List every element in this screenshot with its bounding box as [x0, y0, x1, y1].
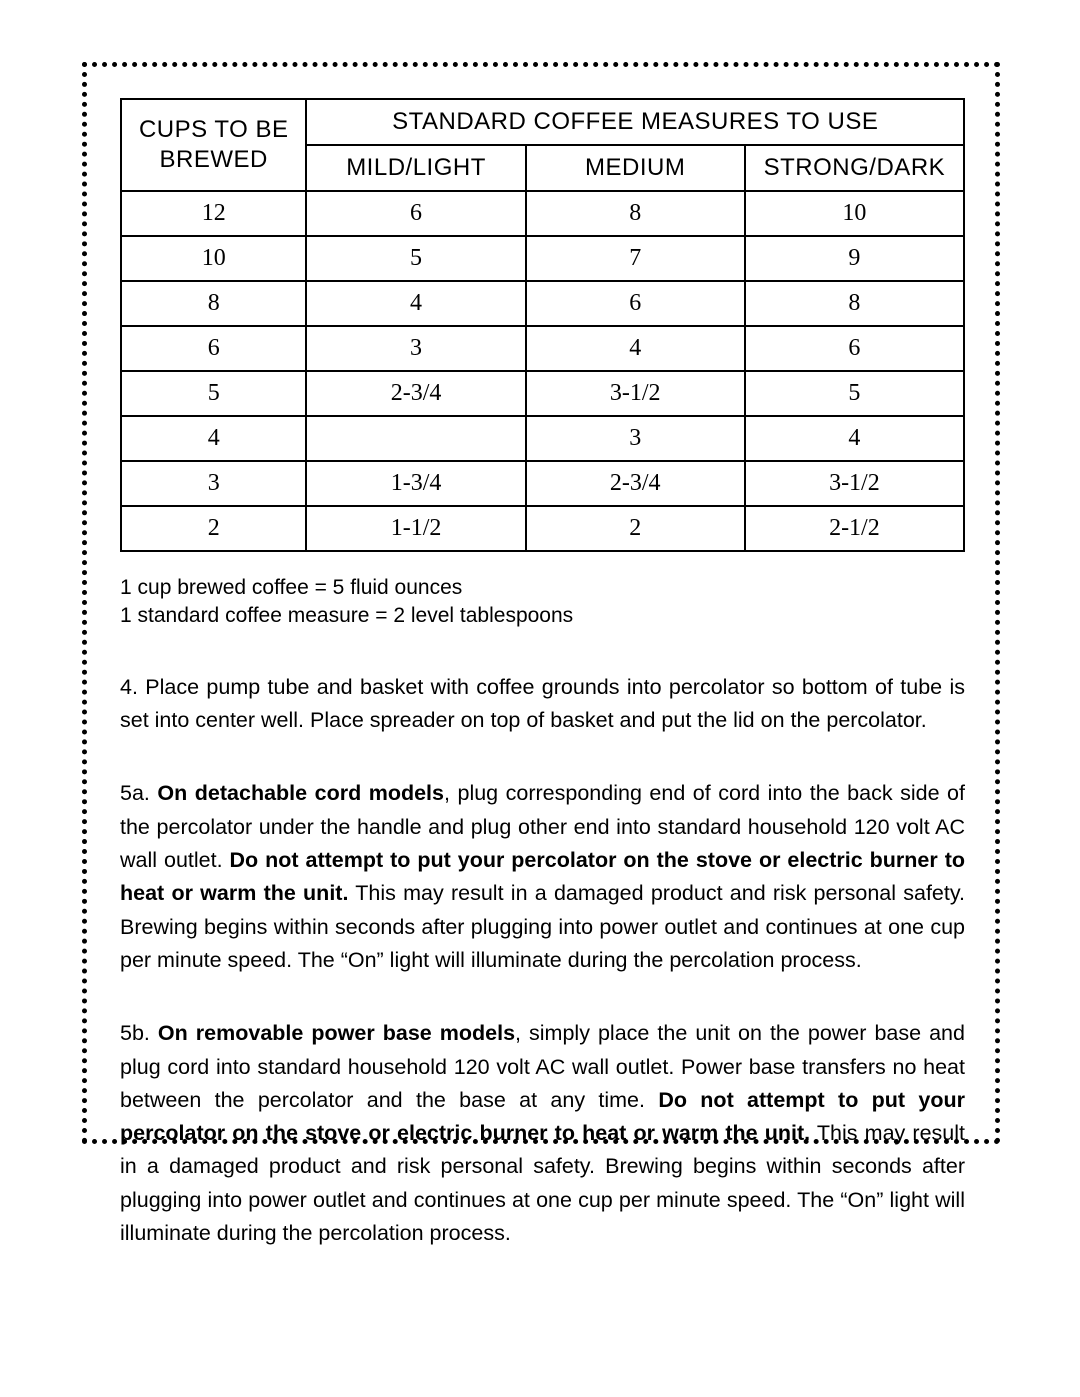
- step-4-text: 4. Place pump tube and basket with coffe…: [120, 675, 965, 732]
- table-cell-medium: 3-1/2: [526, 371, 745, 416]
- table-header-row-1: CUPS TO BE BREWED STANDARD COFFEE MEASUR…: [121, 99, 964, 145]
- header-medium: MEDIUM: [526, 145, 745, 191]
- table-cell-cups: 8: [121, 281, 306, 326]
- table-cell-strong: 5: [745, 371, 964, 416]
- step-5a-bold1: On detachable cord models: [157, 781, 444, 805]
- table-cell-strong: 3-1/2: [745, 461, 964, 506]
- header-standard: STANDARD COFFEE MEASURES TO USE: [306, 99, 964, 145]
- table-cell-strong: 6: [745, 326, 964, 371]
- table-cell-mild: 2-3/4: [306, 371, 525, 416]
- note-line-1: 1 cup brewed coffee = 5 fluid ounces: [120, 574, 965, 602]
- table-cell-cups: 6: [121, 326, 306, 371]
- table-row: 52-3/43-1/25: [121, 371, 964, 416]
- table-cell-medium: 6: [526, 281, 745, 326]
- table-cell-medium: 3: [526, 416, 745, 461]
- table-cell-cups: 2: [121, 506, 306, 551]
- table-body: 126810105798468634652-3/43-1/2543431-3/4…: [121, 191, 964, 551]
- table-row: 31-3/42-3/43-1/2: [121, 461, 964, 506]
- table-cell-strong: 9: [745, 236, 964, 281]
- table-row: 10579: [121, 236, 964, 281]
- table-cell-cups: 12: [121, 191, 306, 236]
- coffee-measures-table: CUPS TO BE BREWED STANDARD COFFEE MEASUR…: [120, 98, 965, 552]
- table-cell-mild: 1-1/2: [306, 506, 525, 551]
- table-cell-medium: 7: [526, 236, 745, 281]
- step-4: 4. Place pump tube and basket with coffe…: [120, 671, 965, 738]
- table-row: 21-1/222-1/2: [121, 506, 964, 551]
- table-cell-mild: 4: [306, 281, 525, 326]
- table-cell-cups: 5: [121, 371, 306, 416]
- header-strong: STRONG/DARK: [745, 145, 964, 191]
- table-cell-cups: 4: [121, 416, 306, 461]
- step-5b: 5b. On removable power base models, simp…: [120, 1017, 965, 1250]
- table-cell-strong: 8: [745, 281, 964, 326]
- header-cups: CUPS TO BE BREWED: [121, 99, 306, 191]
- table-cell-mild: 6: [306, 191, 525, 236]
- table-cell-strong: 4: [745, 416, 964, 461]
- step-5a-lead: 5a.: [120, 781, 157, 805]
- table-cell-medium: 2-3/4: [526, 461, 745, 506]
- conversion-notes: 1 cup brewed coffee = 5 fluid ounces 1 s…: [120, 574, 965, 631]
- table-cell-mild: 5: [306, 236, 525, 281]
- step-5b-lead: 5b.: [120, 1021, 158, 1045]
- table-cell-cups: 3: [121, 461, 306, 506]
- table-cell-mild: 1-3/4: [306, 461, 525, 506]
- table-cell-medium: 4: [526, 326, 745, 371]
- header-mild: MILD/LIGHT: [306, 145, 525, 191]
- table-cell-cups: 10: [121, 236, 306, 281]
- table-cell-medium: 2: [526, 506, 745, 551]
- step-5b-bold1: On removable power base models: [158, 1021, 515, 1045]
- table-row: 8468: [121, 281, 964, 326]
- table-row: 6346: [121, 326, 964, 371]
- document-page: CUPS TO BE BREWED STANDARD COFFEE MEASUR…: [0, 0, 1080, 1397]
- table-cell-medium: 8: [526, 191, 745, 236]
- table-row: 126810: [121, 191, 964, 236]
- table-cell-mild: 3: [306, 326, 525, 371]
- note-line-2: 1 standard coffee measure = 2 level tabl…: [120, 602, 965, 630]
- step-5a: 5a. On detachable cord models, plug corr…: [120, 777, 965, 977]
- table-cell-mild: [306, 416, 525, 461]
- table-cell-strong: 2-1/2: [745, 506, 964, 551]
- table-cell-strong: 10: [745, 191, 964, 236]
- table-row: 434: [121, 416, 964, 461]
- content-area: CUPS TO BE BREWED STANDARD COFFEE MEASUR…: [95, 68, 990, 1250]
